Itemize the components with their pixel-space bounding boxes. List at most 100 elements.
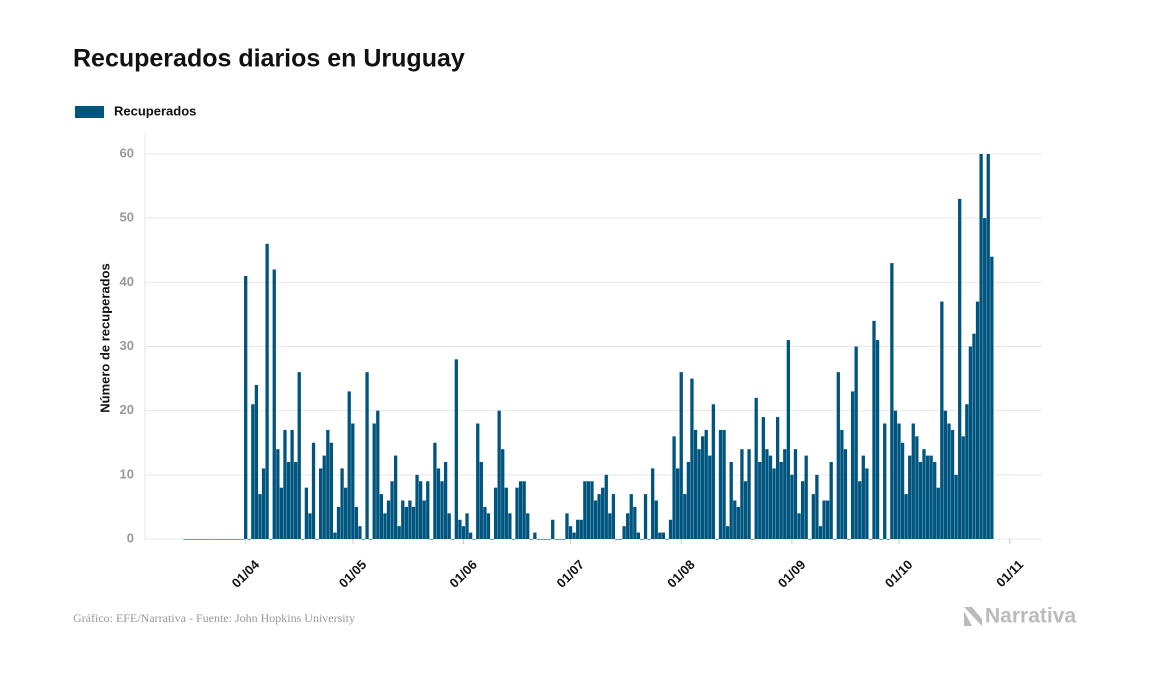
bar — [918, 462, 923, 539]
bar — [965, 404, 969, 539]
bar — [833, 539, 837, 540]
bar — [344, 487, 348, 539]
bar — [454, 359, 458, 539]
bar — [401, 500, 405, 539]
bar — [561, 539, 566, 540]
bar — [361, 539, 366, 540]
bar — [836, 372, 840, 539]
bar — [947, 423, 951, 539]
bar — [269, 539, 273, 540]
bar — [986, 154, 990, 539]
bar — [643, 494, 648, 539]
bar — [308, 513, 312, 539]
bar — [615, 539, 619, 540]
bar — [554, 539, 558, 540]
bar — [683, 494, 687, 539]
bar — [219, 539, 223, 540]
bar — [626, 513, 630, 539]
bar — [186, 539, 191, 540]
bar — [629, 494, 633, 539]
bar — [508, 513, 512, 539]
bar — [204, 539, 209, 540]
bar — [590, 481, 594, 539]
bar — [654, 500, 658, 539]
bar — [418, 481, 423, 539]
bar — [276, 449, 280, 539]
bar — [740, 449, 744, 539]
bar — [861, 455, 865, 539]
bar — [468, 532, 473, 539]
bar — [733, 500, 737, 539]
bar — [386, 500, 391, 539]
bar — [908, 455, 912, 539]
bar — [511, 539, 516, 540]
bar — [933, 462, 937, 539]
bar — [279, 487, 284, 539]
bar — [415, 474, 419, 539]
bar — [618, 539, 623, 540]
bar — [972, 333, 976, 539]
bar — [800, 481, 805, 539]
bar — [222, 539, 226, 540]
legend-label: Recuperados — [114, 103, 196, 118]
bar — [518, 481, 523, 539]
bar — [668, 519, 673, 539]
bar — [461, 526, 466, 539]
logo-icon — [964, 607, 982, 626]
bar — [347, 391, 351, 539]
bar — [840, 429, 844, 539]
bar — [365, 372, 369, 539]
bar — [326, 429, 330, 539]
bar — [640, 539, 644, 540]
bar — [961, 436, 965, 539]
bar — [529, 539, 533, 540]
bar — [201, 539, 205, 540]
bar — [804, 455, 808, 539]
bar — [240, 539, 244, 540]
bar — [422, 500, 426, 539]
bar — [301, 539, 305, 540]
bar — [701, 436, 705, 539]
bar — [793, 449, 798, 539]
bar — [433, 442, 437, 539]
bar — [472, 539, 476, 540]
bar — [768, 455, 773, 539]
bar — [493, 487, 498, 539]
bar — [772, 468, 776, 539]
bar — [440, 481, 444, 539]
bar — [979, 154, 983, 539]
source: Gráfico: EFE/Narrativa - Fuente: John Ho… — [73, 611, 355, 625]
bar — [304, 487, 309, 539]
bar — [822, 500, 826, 539]
bar — [251, 404, 255, 539]
bar — [458, 519, 462, 539]
bar — [522, 481, 526, 539]
bar — [447, 513, 451, 539]
bar — [379, 494, 383, 539]
bar — [672, 436, 676, 539]
bar — [754, 397, 758, 539]
bar — [486, 513, 491, 539]
bar — [893, 410, 898, 539]
bar — [747, 449, 751, 539]
bar — [319, 468, 323, 539]
bar — [765, 449, 769, 539]
bar — [258, 494, 262, 539]
bar — [497, 410, 501, 539]
bar — [190, 539, 194, 540]
bar — [797, 513, 801, 539]
bar — [247, 539, 251, 540]
bar — [336, 506, 341, 539]
bar — [294, 462, 298, 539]
bar — [897, 423, 901, 539]
bar — [261, 468, 266, 539]
bar — [354, 506, 359, 539]
bar — [736, 506, 740, 539]
bar — [383, 513, 387, 539]
bar — [576, 519, 580, 539]
bar — [283, 429, 287, 539]
y-tick-label: 20 — [120, 402, 134, 417]
bar — [758, 462, 762, 539]
bar — [597, 494, 601, 539]
bar — [572, 532, 576, 539]
